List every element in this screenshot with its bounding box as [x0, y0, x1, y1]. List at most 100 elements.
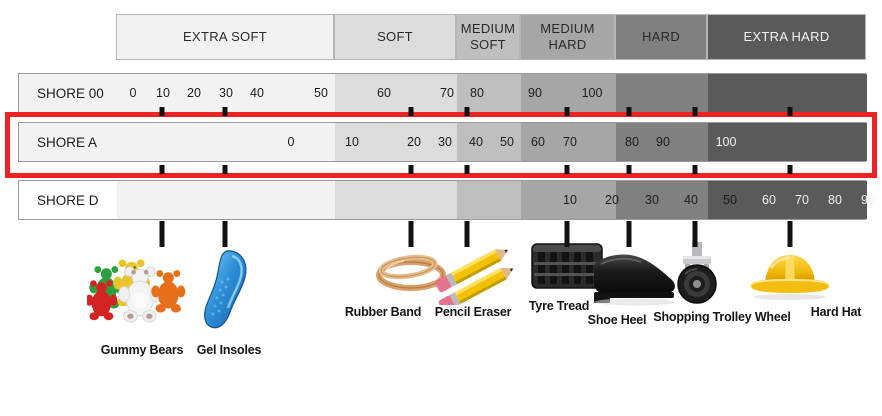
tick-mark [626, 107, 632, 116]
tick-value: 50 [723, 193, 737, 207]
connector-line [787, 221, 793, 247]
tick-mark [626, 165, 632, 174]
tick-mark [159, 107, 165, 116]
gummy-bears-icon [85, 243, 197, 338]
row-segment [457, 74, 521, 112]
tick-mark [564, 107, 570, 116]
row-segment [117, 123, 335, 161]
tick-value: 10 [156, 86, 170, 100]
pencil-eraser-icon [429, 243, 515, 312]
tick-value: 30 [219, 86, 233, 100]
gel-insole-icon [198, 248, 258, 339]
row-segment [335, 181, 457, 219]
row-segment [708, 123, 867, 161]
example-label-shoe-heel: Shoe Heel [587, 313, 647, 327]
scale-row-shore-d: SHORE D 10 20 30 40 50 60 70 80 90 100 [18, 180, 875, 220]
tick-value: 60 [377, 86, 391, 100]
tick-value: 10 [563, 193, 577, 207]
tick-mark [408, 165, 414, 174]
tick-value: 0 [129, 86, 137, 100]
row-segment [117, 181, 335, 219]
tick-value: 30 [645, 193, 659, 207]
row-segment [521, 123, 616, 161]
row-segment [521, 74, 616, 112]
tick-value: 20 [187, 86, 201, 100]
tick-mark [464, 107, 470, 116]
tick-value: 60 [531, 135, 545, 149]
row-label-shore-a: SHORE A [37, 134, 98, 150]
example-label-gel-insoles: Gel Insoles [196, 343, 262, 357]
tick-value: 0 [287, 135, 295, 149]
tick-value: 40 [469, 135, 483, 149]
scale-row-shore-a: SHORE A 0 10 20 30 40 50 60 70 80 90 100 [18, 122, 867, 162]
row-segment [616, 74, 708, 112]
tick-mark [408, 107, 414, 116]
example-label-rubber-band: Rubber Band [344, 305, 422, 319]
tick-value: 10 [345, 135, 359, 149]
tick-value: 50 [314, 86, 328, 100]
tick-mark [159, 165, 165, 174]
row-segment [616, 181, 708, 219]
tick-mark [692, 165, 698, 174]
tick-value: 100 [581, 86, 603, 100]
row-segment [19, 181, 117, 219]
tick-value: 80 [470, 86, 484, 100]
header-band-label: MEDIUM HARD [540, 20, 595, 52]
tick-value: 80 [625, 135, 639, 149]
tick-value: 70 [440, 86, 454, 100]
tick-value: 40 [684, 193, 698, 207]
tick-mark [464, 165, 470, 174]
example-label-tyre-tread: Tyre Tread [528, 299, 590, 313]
row-segment [19, 74, 117, 112]
header-band-hard: HARD [615, 14, 707, 60]
example-label-pencil-eraser: Pencil Eraser [434, 305, 512, 319]
row-segment [708, 181, 867, 219]
header-band-soft: SOFT [334, 14, 456, 60]
row-segment [457, 123, 521, 161]
tick-mark [564, 165, 570, 174]
connector-line [159, 221, 165, 247]
example-label-hard-hat: Hard Hat [810, 305, 862, 319]
scale-row-shore-00: SHORE 00 0 10 20 30 40 50 60 70 80 90 10… [18, 73, 867, 113]
row-segment [335, 123, 457, 161]
connector-line [626, 221, 632, 247]
header-band-label: HARD [641, 28, 681, 44]
tick-value: 20 [605, 193, 619, 207]
shoe-heel-icon [587, 250, 679, 311]
tick-value: 40 [250, 86, 264, 100]
header-band-label: SOFT [377, 28, 413, 44]
tick-value: 20 [407, 135, 421, 149]
row-segment [457, 181, 521, 219]
tick-mark [222, 107, 228, 116]
tick-value: 100 [715, 135, 737, 149]
hard-hat-icon [747, 248, 833, 307]
trolley-wheel-icon [665, 240, 729, 311]
header-band-label: EXTRA SOFT [183, 28, 267, 44]
tick-value: 80 [828, 193, 842, 207]
connector-line [564, 221, 570, 247]
tyre-tread-icon [530, 240, 604, 301]
header-band-extra-hard: EXTRA HARD [707, 14, 866, 60]
tick-mark [692, 107, 698, 116]
row-segment [117, 74, 335, 112]
header-band-medium-hard: MEDIUM HARD [520, 14, 615, 60]
connector-line [464, 221, 470, 247]
header-band-medium-soft: MEDIUM SOFT [456, 14, 520, 60]
header-band-label: EXTRA HARD [743, 28, 830, 44]
row-segment [708, 74, 867, 112]
tick-value: 90 [656, 135, 670, 149]
tick-value: 90 [861, 193, 875, 207]
header-band-label: MEDIUM SOFT [460, 20, 516, 52]
connector-line [408, 221, 414, 247]
row-segment [335, 74, 457, 112]
rubber-band-icon [372, 250, 450, 301]
tick-value: 30 [438, 135, 452, 149]
connector-line [222, 221, 228, 247]
tick-mark [787, 107, 793, 116]
tick-mark [222, 165, 228, 174]
row-segment [521, 181, 616, 219]
row-segment [19, 123, 117, 161]
tick-value: 70 [795, 193, 809, 207]
tick-value: 50 [500, 135, 514, 149]
